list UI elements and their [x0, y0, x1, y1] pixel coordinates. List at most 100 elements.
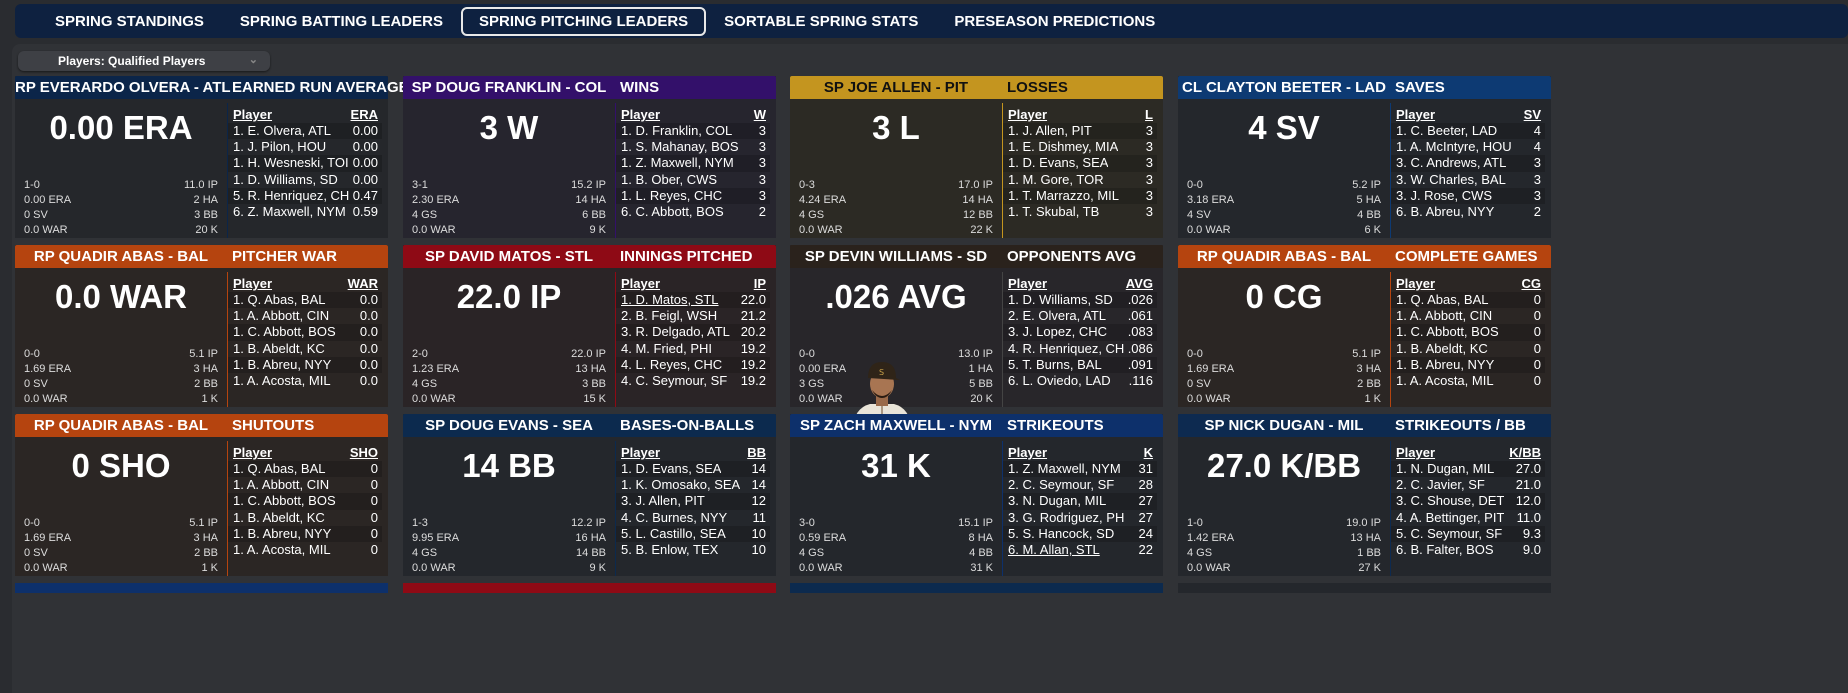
- leaderboard-row[interactable]: 1. Z. Maxwell, NYM 31: [1003, 461, 1157, 478]
- leaderboard-row[interactable]: 3. J. Lopez, CHC .083: [1003, 324, 1157, 341]
- tab-spring-batting-leaders[interactable]: SPRING BATTING LEADERS: [239, 12, 443, 30]
- column-header-player[interactable]: Player: [233, 107, 273, 122]
- leader-player-name[interactable]: RP QUADIR ABAS - BAL: [1196, 248, 1372, 265]
- leaderboard-row[interactable]: 5. R. Henriquez, CH 0.47: [228, 187, 382, 204]
- leader-player-name[interactable]: SP ZACH MAXWELL - NYM: [800, 417, 992, 434]
- column-header-stat[interactable]: SHO: [349, 445, 378, 460]
- leaderboard-row[interactable]: 3. W. Charles, BAL 3: [1391, 172, 1545, 188]
- column-header-player[interactable]: Player: [1008, 276, 1048, 291]
- leaderboard-row[interactable]: 1. B. Abreu, NYY 0: [1391, 356, 1545, 373]
- column-header-stat[interactable]: BB: [747, 445, 766, 460]
- leaderboard-row[interactable]: 4. R. Henriquez, CH .086: [1003, 341, 1157, 357]
- column-header-stat[interactable]: K/BB: [1509, 445, 1541, 460]
- tab-preseason-predictions[interactable]: PRESEASON PREDICTIONS: [954, 12, 1156, 30]
- leaderboard-row[interactable]: 1. J. Allen, PIT 3: [1003, 123, 1157, 140]
- tab-sortable-spring-stats[interactable]: SORTABLE SPRING STATS: [724, 12, 919, 30]
- column-header-player[interactable]: Player: [1396, 445, 1436, 460]
- leader-card[interactable]: RP QUADIR ABAS - BAL PITCHER WAR 0.0 WAR…: [15, 245, 388, 407]
- leaderboard-row[interactable]: 1. B. Abreu, NYY 0: [228, 525, 382, 542]
- leaderboard-row[interactable]: 5. L. Castillo, SEA 10: [616, 525, 770, 542]
- leader-card[interactable]: RP EVERARDO OLVERA - ATL EARNED RUN AVER…: [15, 76, 409, 238]
- leaderboard-row[interactable]: 1. C. Abbott, BOS 0.0: [228, 324, 382, 341]
- leaderboard-row[interactable]: 6. M. Allan, STL 22: [1003, 542, 1157, 558]
- column-header-stat[interactable]: WAR: [347, 276, 378, 291]
- leaderboard-row[interactable]: 1. A. McIntyre, HOU 4: [1391, 139, 1545, 155]
- column-header-player[interactable]: Player: [621, 276, 661, 291]
- leader-player-name[interactable]: RP EVERARDO OLVERA - ATL: [15, 79, 231, 96]
- leaderboard-row[interactable]: 1. C. Beeter, LAD 4: [1391, 123, 1545, 140]
- column-header-stat[interactable]: L: [1145, 107, 1153, 122]
- tab-spring-pitching-leaders[interactable]: SPRING PITCHING LEADERS: [460, 6, 707, 36]
- leaderboard-row[interactable]: 4. L. Reyes, CHC 19.2: [616, 356, 770, 373]
- leaderboard-row[interactable]: 1. B. Abreu, NYY 0.0: [228, 356, 382, 373]
- leaderboard-row[interactable]: 1. D. Franklin, COL 3: [616, 123, 770, 140]
- leader-card[interactable]: SP DOUG FRANKLIN - COL WINS 3 W 3-1 15.2 I…: [403, 76, 776, 238]
- leader-player-name[interactable]: SP DOUG EVANS - SEA: [425, 417, 593, 434]
- column-header-stat[interactable]: K: [1143, 445, 1153, 460]
- column-header-stat[interactable]: W: [753, 107, 766, 122]
- leaderboard-row[interactable]: 2. C. Seymour, SF 28: [1003, 477, 1157, 493]
- leader-player-name[interactable]: SP JOE ALLEN - PIT: [823, 79, 969, 96]
- column-header-stat[interactable]: IP: [753, 276, 766, 291]
- leaderboard-row[interactable]: 3. J. Allen, PIT 12: [616, 493, 770, 510]
- column-header-player[interactable]: Player: [233, 276, 273, 291]
- column-header-player[interactable]: Player: [621, 107, 661, 122]
- leaderboard-row[interactable]: 1. A. Abbott, CIN 0.0: [228, 308, 382, 324]
- leaderboard-row[interactable]: 1. T. Marrazzo, MIL 3: [1003, 187, 1157, 204]
- leaderboard-row[interactable]: 5. T. Burns, BAL .091: [1003, 356, 1157, 373]
- leaderboard-row[interactable]: 1. Q. Abas, BAL 0: [1391, 292, 1545, 309]
- leaderboard-row[interactable]: 1. A. Abbott, CIN 0: [228, 477, 382, 493]
- leaderboard-row[interactable]: 6. C. Abbott, BOS 2: [616, 204, 770, 220]
- leader-player-name[interactable]: CL CLAYTON BEETER - LAD: [1182, 79, 1386, 96]
- leaderboard-row[interactable]: 1. D. Evans, SEA 3: [1003, 155, 1157, 172]
- leader-player-name[interactable]: RP QUADIR ABAS - BAL: [33, 248, 209, 265]
- leaderboard-row[interactable]: 1. H. Wesneski, TOI 0.00: [228, 155, 382, 172]
- column-header-stat[interactable]: SV: [1523, 107, 1541, 122]
- leaderboard-row[interactable]: 1. L. Reyes, CHC 3: [616, 187, 770, 204]
- leaderboard-row[interactable]: 1. B. Abeldt, KC 0: [1391, 341, 1545, 357]
- leaderboard-row[interactable]: 1. C. Abbott, BOS 0: [1391, 324, 1545, 341]
- leaderboard-row[interactable]: 1. J. Pilon, HOU 0.00: [228, 139, 382, 155]
- leaderboard-row[interactable]: 3. R. Delgado, ATL 20.2: [616, 324, 770, 341]
- leaderboard-row[interactable]: 1. D. Matos, STL 22.0: [616, 292, 770, 309]
- leader-card[interactable]: SP DAVID MATOS - STL INNINGS PITCHED 22.…: [403, 245, 776, 407]
- column-header-player[interactable]: Player: [621, 445, 661, 460]
- column-header-player[interactable]: Player: [1396, 276, 1436, 291]
- leaderboard-row[interactable]: 1. A. Acosta, MIL 0: [228, 542, 382, 558]
- leaderboard-row[interactable]: 1. Q. Abas, BAL 0.0: [228, 292, 382, 309]
- column-header-stat[interactable]: CG: [1521, 276, 1542, 291]
- leaderboard-row[interactable]: 6. B. Falter, BOS 9.0: [1391, 542, 1545, 558]
- leader-card[interactable]: SP DEVIN WILLIAMS - SD OPPONENTS AVG .02…: [790, 245, 1163, 430]
- leaderboard-row[interactable]: 6. Z. Maxwell, NYM 0.59: [228, 204, 382, 220]
- leader-player-name[interactable]: SP DAVID MATOS - STL: [424, 248, 594, 265]
- leaderboard-row[interactable]: 4. C. Burnes, NYY 11: [616, 510, 770, 526]
- column-header-stat[interactable]: AVG: [1125, 276, 1153, 291]
- column-header-stat[interactable]: ERA: [350, 107, 378, 122]
- leaderboard-row[interactable]: 1. K. Omosako, SEA 14: [616, 477, 770, 493]
- leaderboard-row[interactable]: 6. B. Abreu, NYY 2: [1391, 204, 1545, 220]
- leaderboard-row[interactable]: 1. D. Evans, SEA 14: [616, 461, 770, 478]
- leaderboard-row[interactable]: 2. E. Olvera, ATL .061: [1003, 308, 1157, 324]
- leader-player-name[interactable]: RP QUADIR ABAS - BAL: [33, 417, 209, 434]
- leader-player-name[interactable]: SP NICK DUGAN - MIL: [1204, 417, 1364, 434]
- leaderboard-row[interactable]: 3. G. Rodriguez, PH 27: [1003, 510, 1157, 526]
- leaderboard-row[interactable]: 1. A. Acosta, MIL 0.0: [228, 373, 382, 389]
- leader-card[interactable]: SP DOUG EVANS - SEA BASES-ON-BALLS 14 BB…: [403, 414, 776, 576]
- tab-spring-standings[interactable]: SPRING STANDINGS: [55, 12, 204, 30]
- leaderboard-row[interactable]: 1. B. Abeldt, KC 0.0: [228, 341, 382, 357]
- leaderboard-row[interactable]: 5. C. Seymour, SF 9.3: [1391, 525, 1545, 542]
- leaderboard-row[interactable]: 1. B. Ober, CWS 3: [616, 172, 770, 188]
- leaderboard-row[interactable]: 1. M. Gore, TOR 3: [1003, 172, 1157, 188]
- leaderboard-row[interactable]: 4. A. Bettinger, PIT 11.0: [1391, 510, 1545, 526]
- leader-card[interactable]: SP NICK DUGAN - MIL STRIKEOUTS / BB 27.0…: [1178, 414, 1551, 576]
- leaderboard-row[interactable]: 1. N. Dugan, MIL 27.0: [1391, 461, 1545, 478]
- leaderboard-row[interactable]: 5. S. Hancock, SD 24: [1003, 525, 1157, 542]
- leaderboard-row[interactable]: 1. D. Williams, SD 0.00: [228, 172, 382, 188]
- leaderboard-row[interactable]: 1. S. Mahanay, BOS 3: [616, 139, 770, 155]
- leader-card[interactable]: CL CLAYTON BEETER - LAD SAVES 4 SV 0-0 5.2…: [1178, 76, 1551, 238]
- column-header-player[interactable]: Player: [1008, 107, 1048, 122]
- leaderboard-row[interactable]: 3. C. Andrews, ATL 3: [1391, 155, 1545, 172]
- leaderboard-row[interactable]: 6. L. Oviedo, LAD .116: [1003, 373, 1157, 389]
- leader-card[interactable]: RP QUADIR ABAS - BAL SHUTOUTS 0 SHO 0-0 5.…: [15, 414, 388, 576]
- leaderboard-row[interactable]: 1. A. Acosta, MIL 0: [1391, 373, 1545, 389]
